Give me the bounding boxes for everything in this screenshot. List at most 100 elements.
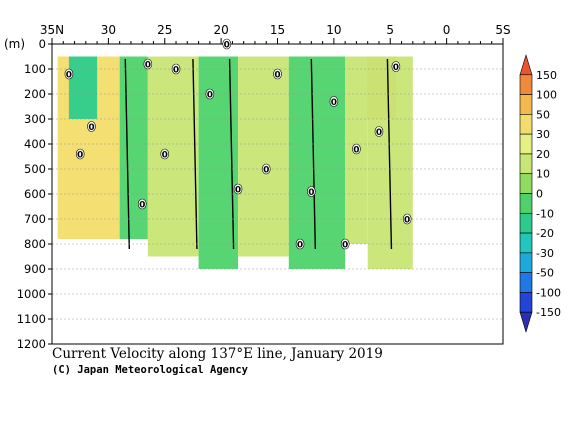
contour-label-6: 0 [273, 68, 282, 81]
contour-line-3 [310, 58, 317, 250]
x-tick-label-5: 10 [326, 23, 341, 37]
y-tick-label-10: 1000 [17, 287, 46, 301]
colorbar-label-5: 10 [536, 168, 550, 181]
svg-text:0: 0 [224, 41, 230, 51]
contour-label-2: 0 [75, 148, 85, 161]
colorbar-label-12: -150 [536, 306, 561, 319]
colorbar-label-10: -50 [536, 267, 554, 280]
y-tick-label-9: 900 [24, 262, 46, 276]
plot-area [57, 56, 413, 269]
contour-label-0: 0 [64, 68, 74, 81]
svg-text:0: 0 [88, 123, 94, 133]
colorbar-swatch-1 [519, 74, 533, 95]
colorbar-label-0: 150 [536, 69, 557, 82]
svg-text:0: 0 [77, 151, 83, 161]
svg-text:0: 0 [353, 146, 359, 156]
colorbar-swatch-9 [519, 232, 533, 254]
velocity-band-3 [147, 56, 199, 257]
contour-line-1 [192, 58, 198, 250]
contour-label-12: 0 [261, 163, 271, 176]
colorbar-swatch-10 [519, 252, 533, 273]
velocity-band-1 [68, 56, 98, 119]
x-tick-label-3: 20 [213, 23, 228, 37]
chart-credit: (C) Japan Meteorological Agency [52, 364, 248, 376]
y-tick-label-5: 500 [24, 162, 46, 176]
svg-text:0: 0 [162, 151, 168, 161]
contour-label-15: 0 [295, 238, 305, 251]
svg-text:0: 0 [207, 91, 213, 101]
y-axis-label: (m) [4, 37, 25, 51]
y-tick-label-4: 400 [24, 137, 46, 151]
svg-text:0: 0 [393, 63, 399, 73]
colorbar-swatch-12 [519, 292, 533, 313]
colorbar-swatch-4 [519, 133, 533, 155]
y-axis: 0 100 200 300 400 500 600 700 800 900 1000 1100 1200 [17, 37, 52, 351]
x-tick-label-0: 35N [40, 23, 64, 37]
contour-label-7: 0 [329, 96, 339, 108]
chart-title: Current Velocity along 137°E line, Janua… [52, 346, 383, 362]
colorbar-swatch-0 [519, 53, 533, 76]
colorbar-label-8: -20 [536, 227, 554, 240]
y-tick-label-12: 1200 [17, 337, 46, 351]
contour-label-8: 0 [374, 126, 384, 138]
contour-label-14: 0 [402, 213, 412, 226]
contour-label-13: 0 [352, 143, 361, 156]
contour-label-16: 0 [340, 238, 350, 251]
contour-line-2 [228, 58, 235, 250]
colorbar-label-2: 50 [536, 108, 550, 121]
y-tick-label-0: 0 [39, 37, 46, 51]
velocity-band-2 [119, 56, 148, 239]
x-tick-label-2: 25 [157, 23, 172, 37]
velocity-band-6 [288, 56, 346, 269]
svg-text:0: 0 [274, 71, 280, 81]
colorbar-swatch-13 [519, 311, 533, 334]
colorbar-swatch-11 [519, 272, 533, 293]
x-tick-label-6: 5 [386, 23, 394, 37]
colorbar-swatch-8 [519, 212, 533, 234]
colorbar-swatch-2 [519, 94, 533, 115]
y-tick-label-6: 600 [24, 187, 46, 201]
colorbar-label-3: 30 [536, 128, 550, 141]
colorbar-label-4: 20 [536, 148, 550, 161]
contour-labels: 0 0 0 0 0 0 0 0 0 0 0 0 0 0 0 0 0 0 0 0 [64, 38, 412, 251]
svg-text:0: 0 [173, 66, 179, 76]
colorbar-swatch-7 [519, 193, 533, 214]
contour-label-9: 0 [391, 61, 401, 73]
y-tick-label-11: 1100 [17, 312, 46, 326]
contour-label-10: 0 [160, 148, 170, 161]
contour-label-5: 0 [205, 88, 215, 101]
y-tick-label-2: 200 [24, 87, 46, 101]
y-tick-label-3: 300 [24, 112, 46, 126]
colorbar-swatch-5 [519, 153, 533, 175]
y-tick-label-1: 100 [24, 62, 46, 76]
svg-text:0: 0 [235, 186, 241, 196]
contour-label-4: 0 [171, 63, 181, 76]
contour-label-1: 0 [87, 121, 96, 133]
contour-label-3: 0 [143, 58, 153, 71]
svg-text:0: 0 [331, 98, 337, 108]
contour-label-17: 0 [233, 183, 243, 196]
colorbar-swatch-6 [519, 173, 533, 194]
x-tick-label-1: 30 [101, 23, 116, 37]
x-tick-label-4: 15 [270, 23, 285, 37]
svg-text:0: 0 [263, 166, 269, 176]
colorbar-label-6: 0 [536, 188, 543, 201]
svg-text:0: 0 [66, 71, 72, 81]
x-tick-label-8: 5S [495, 23, 510, 37]
colorbar-label-11: -100 [536, 286, 561, 299]
svg-text:0: 0 [297, 241, 303, 251]
contour-label-18: 0 [307, 186, 316, 198]
svg-text:0: 0 [376, 128, 382, 138]
contour-line-4 [386, 58, 393, 250]
colorbar-label-7: -10 [536, 207, 554, 220]
y-tick-label-8: 800 [24, 237, 46, 251]
svg-text:0: 0 [308, 188, 314, 198]
velocity-band-5 [238, 56, 289, 257]
x-tick-label-7: 0 [443, 23, 451, 37]
contour-line-0 [124, 58, 130, 250]
x-axis: 35N 30 25 20 15 10 5 0 5S [40, 23, 511, 44]
y-tick-label-7: 700 [24, 212, 46, 226]
svg-text:0: 0 [404, 216, 410, 226]
